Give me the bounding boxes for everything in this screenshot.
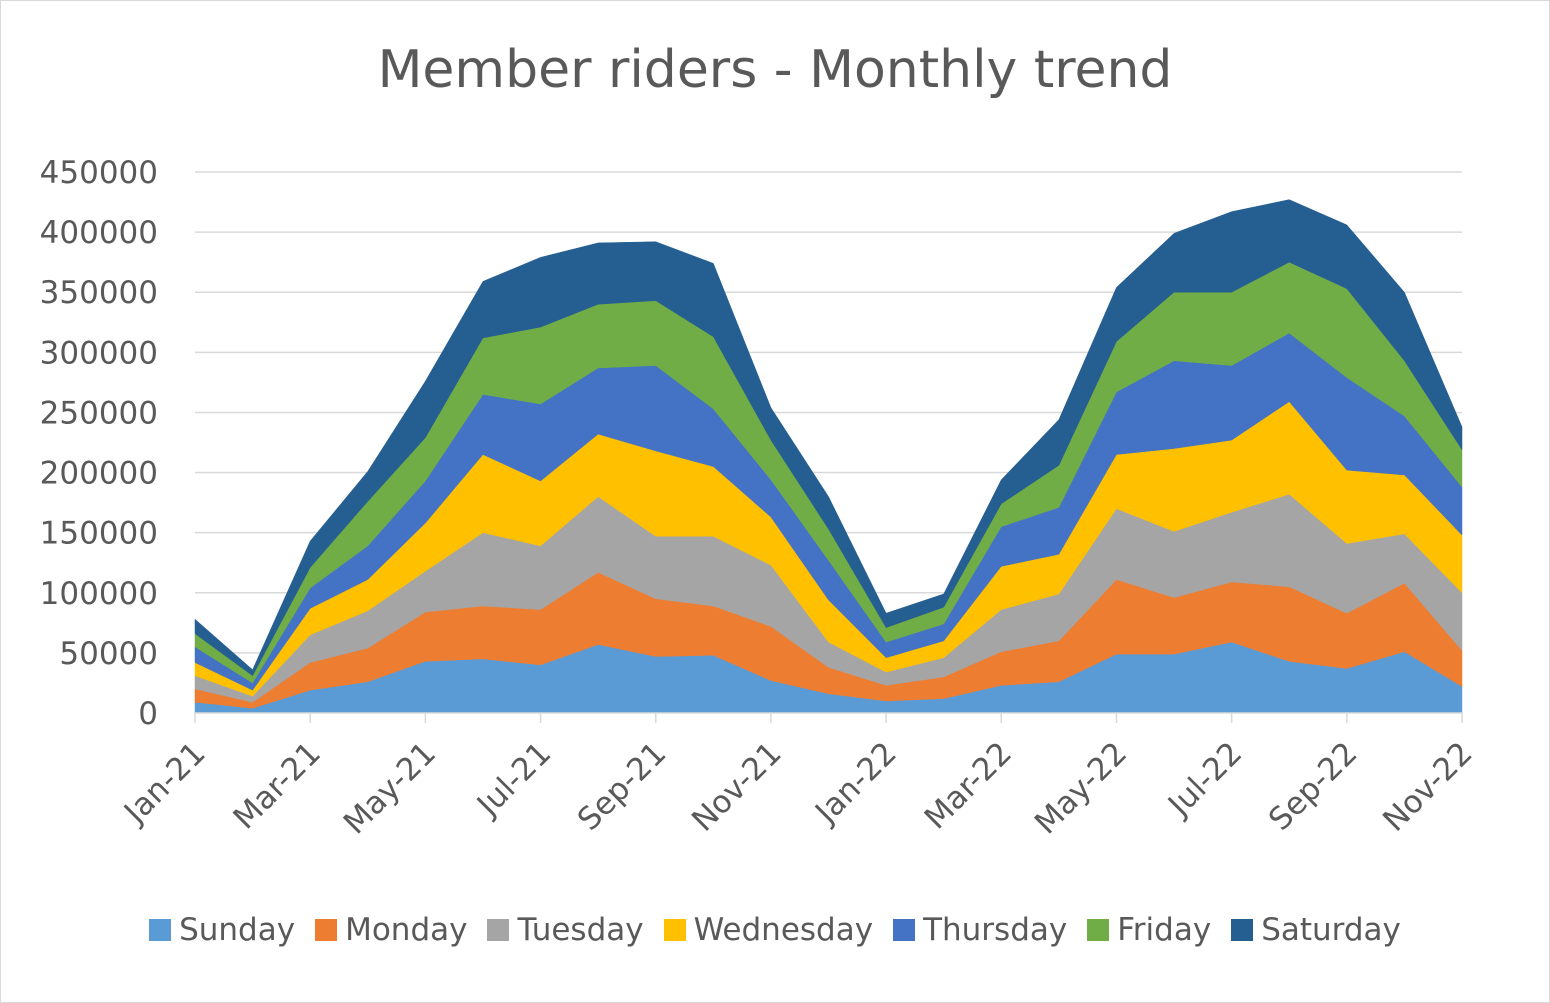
x-tick-label: Mar-22 [918,735,1019,836]
y-axis-tick-labels: 0 50000 100000 150000 200000 250000 300000 3500… [40,155,158,732]
legend-swatch [893,919,916,941]
legend-item-friday: Friday [1087,912,1211,948]
x-tick-label: Sep-21 [571,735,674,838]
legend-item-sunday: Sunday [149,912,295,948]
legend-item-monday: Monday [315,912,467,948]
x-tick-label: Jul-22 [1160,735,1249,824]
x-tick-label: Jul-21 [469,735,558,824]
legend-swatch [1231,919,1254,941]
legend-label: Thursday [923,912,1068,948]
y-tick-label: 0 [138,696,158,732]
legend: Sunday Monday Tuesday Wednesday Thursday Frid… [0,912,1550,948]
y-tick-label: 150000 [40,516,158,552]
legend-item-saturday: Saturday [1231,912,1401,948]
legend-item-wednesday: Wednesday [663,912,874,948]
y-tick-label: 450000 [40,155,158,191]
legend-label: Sunday [179,912,296,948]
legend-label: Saturday [1261,912,1401,948]
x-tick-label: Mar-21 [227,735,328,836]
x-tick-label: Jan-22 [807,735,903,831]
legend-item-tuesday: Tuesday [487,912,644,948]
y-tick-label: 200000 [40,456,158,492]
x-tick-label: Sep-22 [1262,735,1365,838]
legend-item-thursday: Thursday [893,912,1067,948]
x-tick-label: Nov-22 [1376,735,1479,838]
legend-label: Tuesday [517,912,644,948]
x-tick-label: Nov-21 [685,735,788,838]
y-tick-label: 50000 [59,636,158,672]
y-tick-label: 400000 [40,215,158,251]
legend-label: Monday [345,912,468,948]
x-tick-label: May-22 [1028,735,1134,841]
x-tick-label: May-21 [337,735,443,841]
legend-swatch [487,919,510,941]
y-tick-label: 100000 [40,576,158,612]
y-tick-label: 300000 [40,335,158,371]
x-tick-label: Jan-21 [116,735,212,831]
y-tick-label: 350000 [40,275,158,311]
legend-swatch [149,919,172,941]
area-series-saturday [194,199,1463,677]
stacked-areas [194,199,1463,714]
legend-label: Wednesday [693,912,874,948]
y-tick-label: 250000 [40,395,158,431]
x-axis: Jan-21 Mar-21 May-21 Jul-21 Sep-21 Nov-21 Jan-… [116,712,1480,841]
legend-swatch [663,919,686,941]
legend-swatch [1087,919,1110,941]
legend-swatch [315,919,338,941]
chart-title: Member riders - Monthly trend [377,40,1173,100]
legend-label: Friday [1117,912,1212,948]
